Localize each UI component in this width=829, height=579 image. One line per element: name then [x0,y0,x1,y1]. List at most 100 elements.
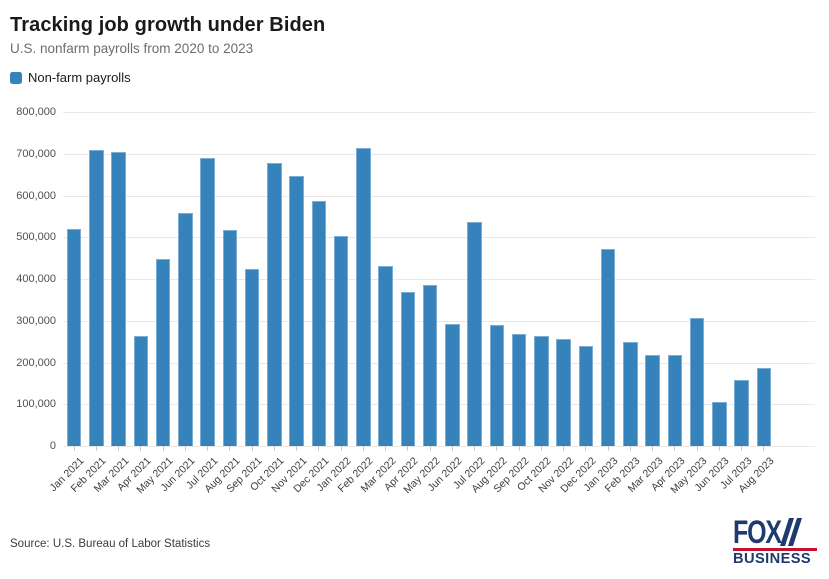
bar-aug-2023[interactable] [756,367,772,446]
x-tick [629,446,631,451]
x-tick [184,446,186,451]
bar-dec-2022[interactable] [578,346,594,446]
x-tick [496,446,498,451]
x-tick [162,446,164,451]
bar-slot [486,112,508,446]
x-tick [474,446,476,451]
bar-may-2021[interactable] [155,259,171,446]
gridline [63,320,815,322]
x-tick [318,446,320,451]
x-tick [696,446,698,451]
bar-jan-2021[interactable] [66,228,82,446]
bar-slot [441,112,463,446]
x-tick [340,446,342,451]
bar-slot [553,112,575,446]
x-tick [385,446,387,451]
bar-slot [197,112,219,446]
bar-feb-2022[interactable] [356,147,371,446]
bar-slot [619,112,641,446]
bar-may-2023[interactable] [689,318,705,446]
bar-slot [352,112,374,446]
bar-jun-2022[interactable] [445,323,460,446]
bar-slot [397,112,419,446]
bar-feb-2021[interactable] [89,149,104,446]
bar-slot [686,112,708,446]
y-tick-label: 100,000 [16,398,56,411]
x-tick [118,446,120,451]
y-tick-label: 300,000 [16,314,56,327]
bar-jul-2022[interactable] [467,221,482,446]
bar-slot [664,112,686,446]
bar-sep-2021[interactable] [244,268,260,446]
bar-apr-2021[interactable] [133,336,149,446]
bar-slot [597,112,619,446]
bar-oct-2021[interactable] [267,163,282,446]
gridline [63,446,815,447]
x-tick [607,446,609,451]
x-tick [73,446,75,451]
bar-oct-2022[interactable] [534,336,549,446]
bar-dec-2021[interactable] [311,200,327,446]
x-tick [763,446,765,451]
x-tick [273,446,275,451]
x-axis-ticks [63,446,775,452]
legend: Non-farm payrolls [10,70,131,85]
bar-chart: 0 100,000 200,000 300,000 400,000 500,000 600,… [0,106,829,496]
gridline [63,112,815,113]
x-tick [585,446,587,451]
y-tick-label: 600,000 [16,189,56,202]
bar-jan-2022[interactable] [333,235,349,446]
bar-aug-2021[interactable] [222,230,238,446]
bar-slot [375,112,397,446]
x-tick [362,446,364,451]
x-tick [429,446,431,451]
gridline [63,237,815,239]
bar-jun-2023[interactable] [712,402,727,446]
bar-slot [530,112,552,446]
plot-area: 0 100,000 200,000 300,000 400,000 500,000 600,… [16,106,815,496]
bar-nov-2022[interactable] [556,339,571,446]
page-subtitle: U.S. nonfarm payrolls from 2020 to 2023 [10,41,254,56]
gridline [63,153,815,155]
bar-jul-2021[interactable] [200,158,215,446]
logo-business-text: BUSINESS [733,551,812,567]
bar-may-2022[interactable] [422,284,438,446]
x-axis-labels: Jan 2021 Feb 2021 Mar 2021 Apr 2021 May 2021… [48,455,777,507]
y-tick-label: 700,000 [16,147,56,160]
y-tick-label: 400,000 [16,273,56,285]
y-tick-label: 0 [49,440,56,452]
bar-mar-2023[interactable] [645,355,660,446]
x-tick [95,446,97,451]
bar-slot [108,112,130,446]
x-tick [207,446,209,451]
bar-jan-2023[interactable] [600,248,616,446]
bar-apr-2022[interactable] [400,292,416,446]
x-tick [563,446,565,451]
bar-mar-2021[interactable] [111,152,126,446]
legend-swatch-icon [10,71,22,84]
gridline [63,279,815,280]
bar-feb-2023[interactable] [623,342,638,446]
x-tick [718,446,720,451]
bar-mar-2022[interactable] [378,266,393,446]
y-tick-label: 800,000 [16,106,56,118]
bar-aug-2022[interactable] [489,324,505,446]
bar-jun-2021[interactable] [178,213,193,446]
bar-slot [219,112,241,446]
bar-slot [130,112,152,446]
bar-slot [152,112,174,446]
source-note: Source: U.S. Bureau of Labor Statistics [10,538,211,550]
gridline [63,362,815,364]
bar-nov-2021[interactable] [289,175,304,446]
bar-apr-2023[interactable] [667,355,683,446]
x-tick [674,446,676,451]
page-title: Tracking job growth under Biden [10,14,326,36]
y-tick-label: 200,000 [16,356,56,369]
bar-jul-2023[interactable] [734,380,749,446]
bar-slot [85,112,107,446]
bar-slot [575,112,597,446]
x-tick [741,446,743,451]
bar-sep-2022[interactable] [511,333,527,446]
y-tick-label: 500,000 [16,231,56,244]
bar-slot [508,112,530,446]
